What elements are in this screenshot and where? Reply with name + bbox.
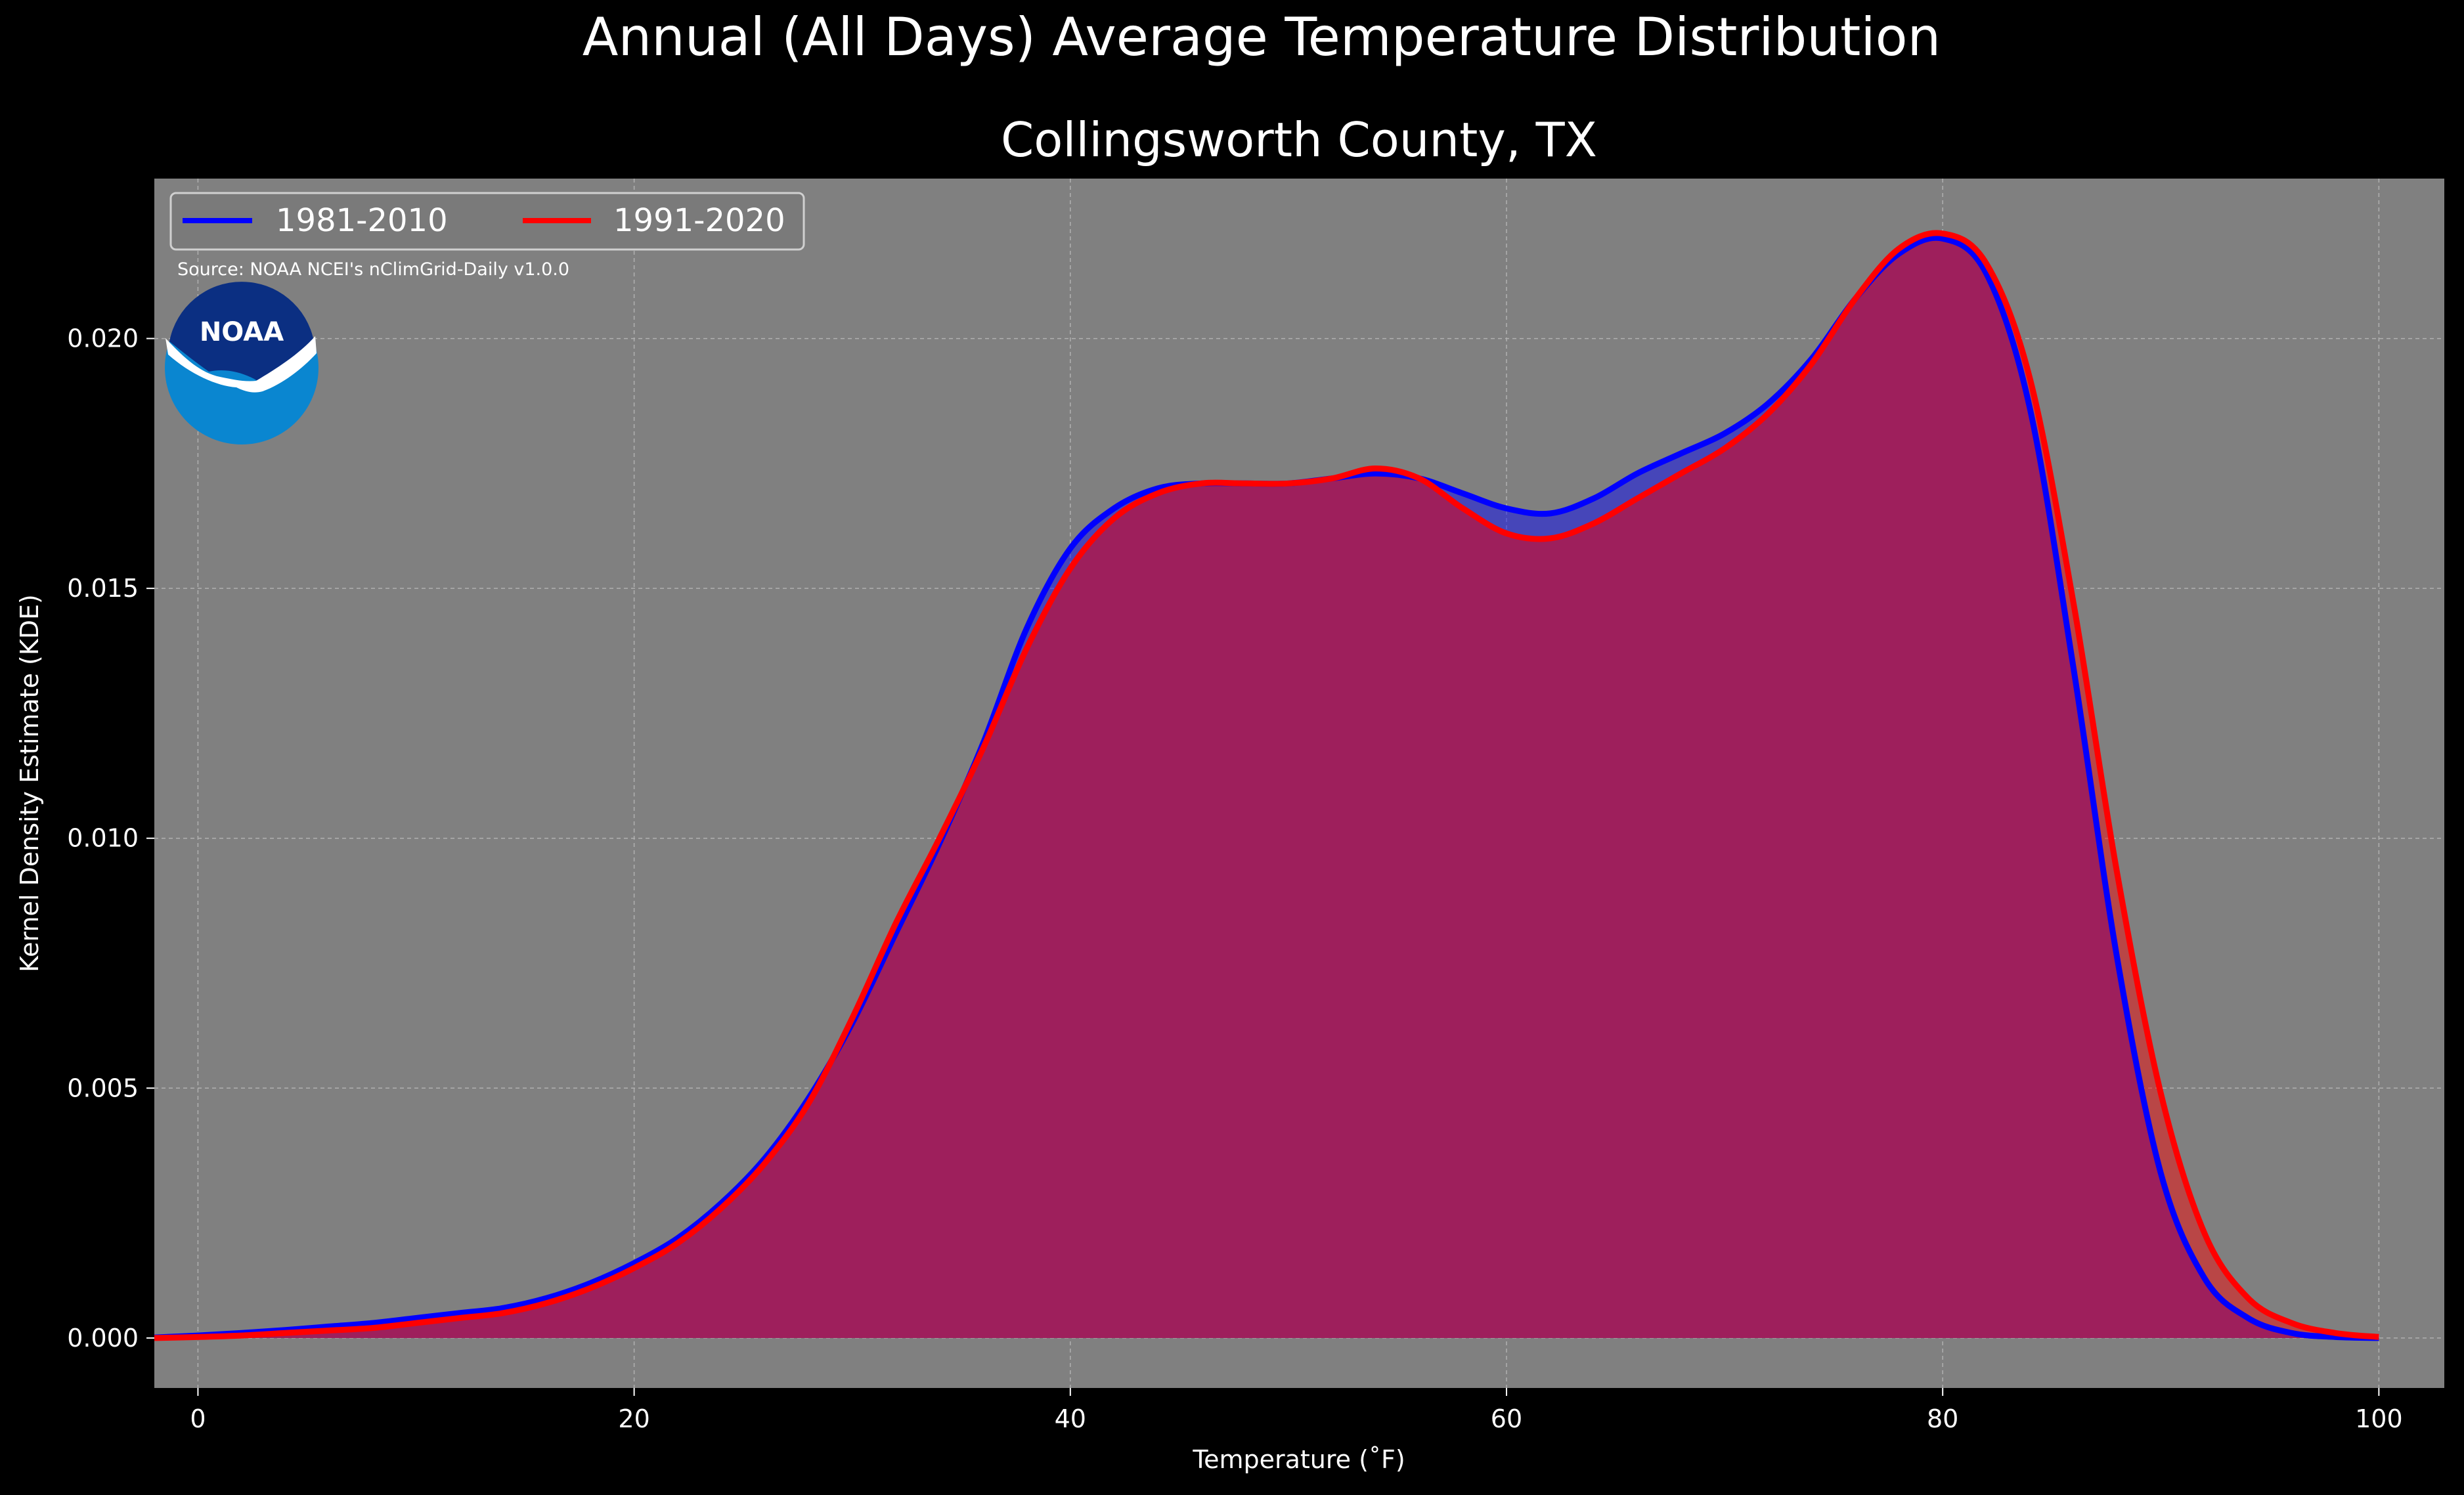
y-tick-label: 0.005	[67, 1073, 139, 1102]
y-axis-label: Kernel Density Estimate (KDE)	[15, 594, 44, 972]
y-tick-label: 0.010	[67, 824, 139, 853]
x-axis-label: Temperature (˚F)	[1192, 1445, 1405, 1474]
x-tick-label: 20	[618, 1404, 649, 1433]
source-note: Source: NOAA NCEI's nClimGrid-Daily v1.0…	[177, 259, 569, 280]
density-lines	[154, 230, 2379, 1341]
y-tick-label: 0.000	[67, 1324, 139, 1353]
legend: 1981-2010 1991-2020	[169, 192, 805, 251]
logo-gull-icon	[165, 336, 317, 393]
chart-subtitle: Collingsworth County, TX	[1001, 112, 1597, 167]
x-tick-label: 60	[1491, 1404, 1522, 1433]
noaa-logo: NOAA	[165, 282, 319, 444]
area-overlap	[154, 238, 2379, 1338]
legend-box	[169, 192, 805, 251]
x-tick-label: 40	[1055, 1404, 1086, 1433]
x-tick-label: 0	[190, 1404, 206, 1433]
y-tick-label: 0.015	[67, 574, 139, 603]
legend-label-1991-2020: 1991-2020	[613, 202, 785, 239]
y-axis-ticks: 0.000 0.005 0.010 0.015 0.020	[67, 324, 154, 1353]
legend-label-1981-2010: 1981-2010	[276, 202, 448, 239]
logo-text: NOAA	[200, 317, 284, 347]
y-tick-label: 0.020	[67, 324, 139, 353]
density-areas	[154, 232, 2379, 1338]
line-1991-2020	[154, 230, 2379, 1341]
x-axis-ticks: 0 20 40 60 80 100	[190, 1388, 2403, 1433]
chart-title: Annual (All Days) Average Temperature Di…	[583, 7, 1941, 68]
x-tick-label: 80	[1927, 1404, 1958, 1433]
logo-inner-dome	[169, 282, 314, 381]
x-tick-label: 100	[2355, 1404, 2403, 1433]
